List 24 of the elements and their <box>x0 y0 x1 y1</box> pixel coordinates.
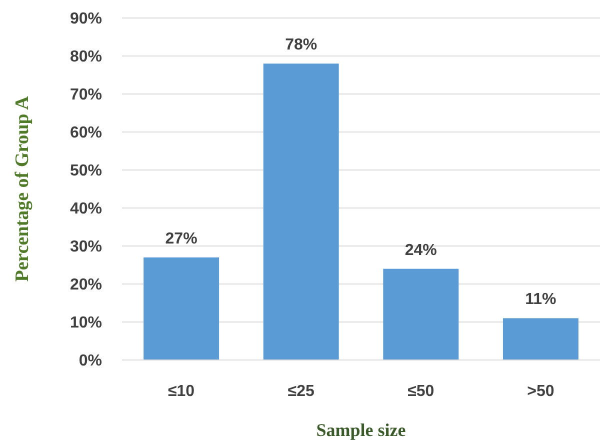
data-label: 27% <box>165 230 198 248</box>
y-tick-label: 60% <box>70 124 102 142</box>
y-tick-label: 90% <box>70 10 102 28</box>
bar <box>502 318 578 360</box>
y-tick-label: 10% <box>70 314 102 332</box>
y-tick-label: 20% <box>70 276 102 294</box>
data-label: 11% <box>525 291 556 308</box>
y-tick-label: 70% <box>70 86 102 104</box>
x-tick-label: ≤25 <box>288 383 314 400</box>
bar <box>383 268 459 360</box>
data-label: 24% <box>404 242 437 259</box>
x-tick-label: ≤10 <box>168 383 195 400</box>
x-tick-label: ≤50 <box>408 383 434 400</box>
data-label: 78% <box>285 36 318 54</box>
y-tick-label: 30% <box>70 238 102 256</box>
y-axis-title: Percentage of Group A <box>12 96 33 282</box>
x-tick-label: >50 <box>527 383 554 400</box>
bar <box>263 64 339 360</box>
y-tick-label: 0% <box>78 352 102 370</box>
y-tick-label: 50% <box>70 162 102 180</box>
x-axis-title: Sample size <box>316 420 406 440</box>
bar <box>144 257 220 360</box>
y-tick-label: 40% <box>70 200 102 218</box>
y-tick-label: 80% <box>70 48 102 66</box>
